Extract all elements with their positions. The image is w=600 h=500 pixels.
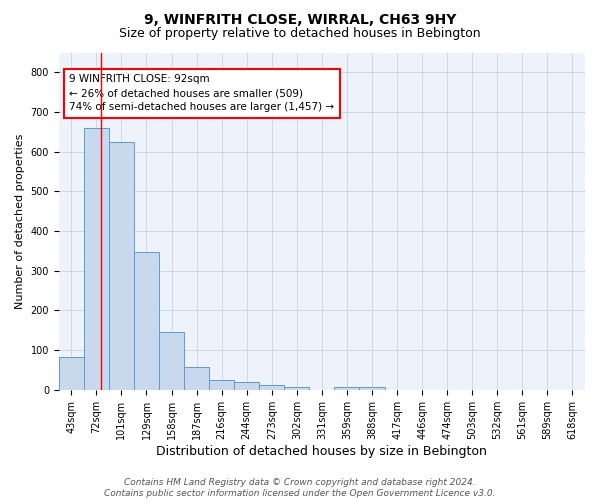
Text: Contains HM Land Registry data © Crown copyright and database right 2024.
Contai: Contains HM Land Registry data © Crown c…	[104, 478, 496, 498]
Text: 9 WINFRITH CLOSE: 92sqm
← 26% of detached houses are smaller (509)
74% of semi-d: 9 WINFRITH CLOSE: 92sqm ← 26% of detache…	[70, 74, 334, 112]
Text: 9, WINFRITH CLOSE, WIRRAL, CH63 9HY: 9, WINFRITH CLOSE, WIRRAL, CH63 9HY	[144, 12, 456, 26]
Bar	[209, 380, 234, 390]
Y-axis label: Number of detached properties: Number of detached properties	[15, 134, 25, 309]
X-axis label: Distribution of detached houses by size in Bebington: Distribution of detached houses by size …	[157, 444, 487, 458]
Text: Size of property relative to detached houses in Bebington: Size of property relative to detached ho…	[119, 28, 481, 40]
Bar	[284, 386, 310, 390]
Bar	[84, 128, 109, 390]
Bar	[334, 386, 359, 390]
Bar	[109, 142, 134, 390]
Bar	[184, 367, 209, 390]
Bar	[359, 386, 385, 390]
Bar	[134, 252, 159, 390]
Bar	[234, 382, 259, 390]
Bar	[159, 332, 184, 390]
Bar	[59, 358, 84, 390]
Bar	[259, 385, 284, 390]
